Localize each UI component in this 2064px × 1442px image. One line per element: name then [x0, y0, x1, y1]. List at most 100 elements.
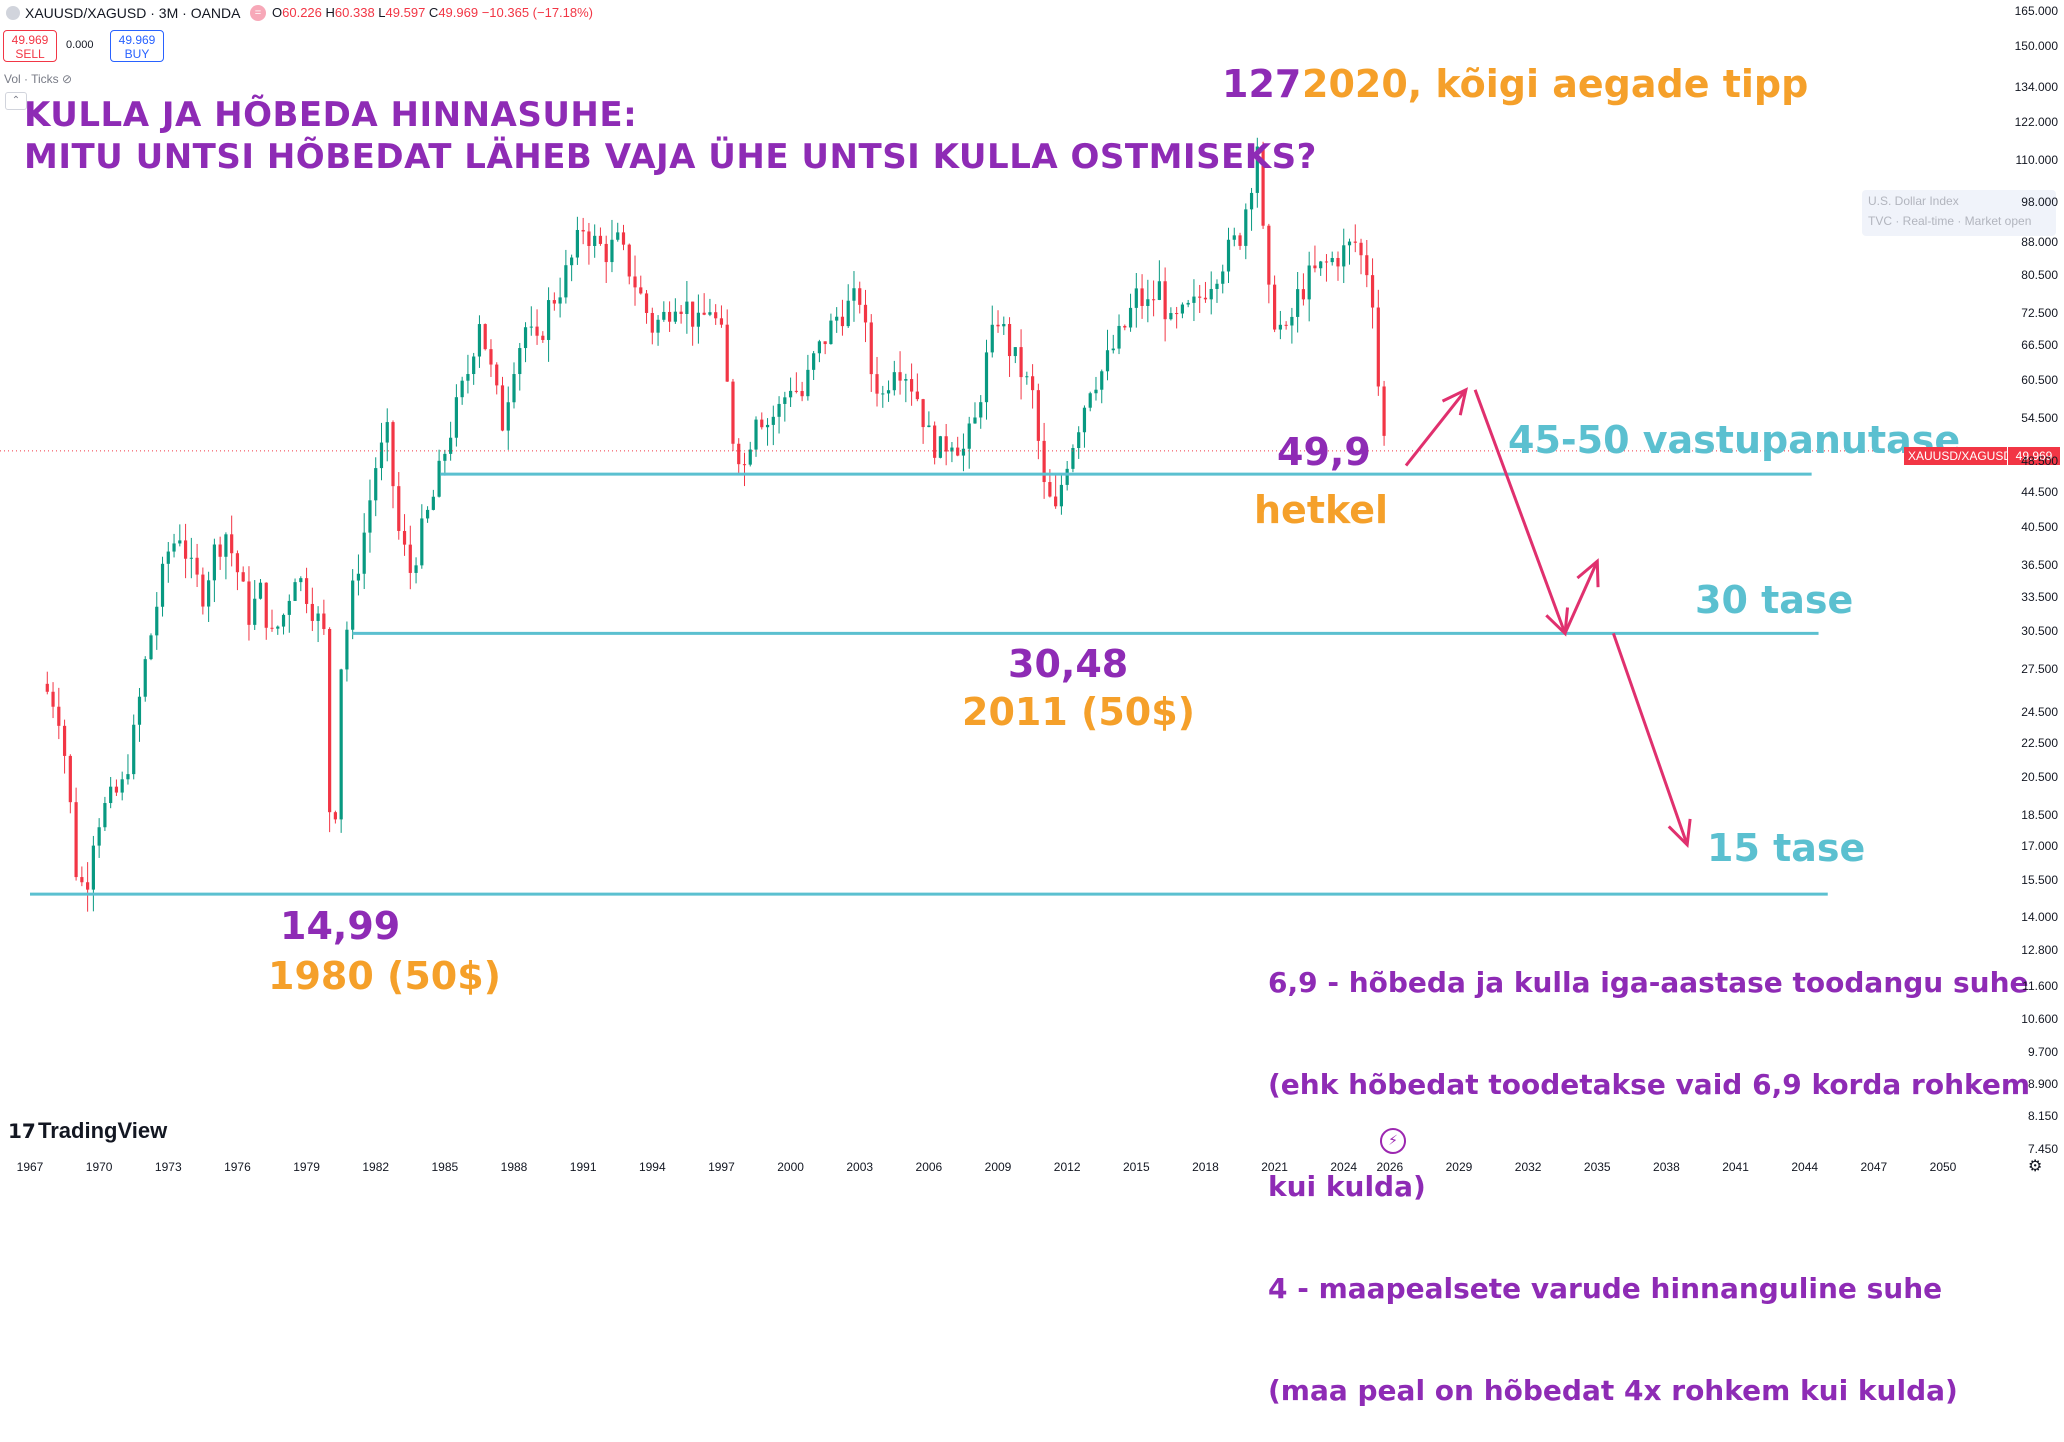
candle-body [639, 287, 643, 294]
candle-body [1244, 209, 1248, 246]
candle-body [143, 659, 147, 697]
forecast-arrow [1611, 632, 1689, 846]
candle-body [869, 322, 873, 375]
candle-body [253, 598, 257, 625]
y-tick-label: 60.500 [2021, 372, 2058, 387]
buy-button[interactable]: 49.969 BUY [110, 30, 164, 62]
x-tick-label: 2000 [777, 1160, 804, 1174]
candle-body [656, 319, 660, 333]
volume-indicator-label[interactable]: Vol · Ticks ⊘ [4, 72, 73, 86]
candle-body [644, 293, 649, 313]
candle-body [1365, 255, 1369, 276]
candle-body [460, 380, 464, 398]
y-tick-label: 20.500 [2021, 770, 2058, 785]
spread-value: 0.000 [66, 39, 94, 51]
candle-body [86, 882, 90, 890]
candle-body [1117, 325, 1121, 349]
peak-value-label: 127 [1222, 62, 1302, 106]
candle-body [765, 424, 770, 428]
dollar-index-overlay[interactable]: U.S. Dollar Index TVC · Real-time · Mark… [1862, 190, 2056, 236]
symbol-title[interactable]: XAUUSD/XAGUSD · 3M · OANDA [25, 5, 241, 21]
candle-body [414, 565, 418, 573]
candle-body [1267, 225, 1271, 285]
y-tick-label: 15.500 [2021, 872, 2058, 887]
candle-body [754, 419, 758, 450]
dxy-source: TVC · Real-time · Market open [1868, 214, 2032, 228]
candle-body [443, 453, 447, 461]
candle-body [241, 572, 245, 582]
x-tick-label: 2029 [1445, 1160, 1473, 1174]
candle-body [840, 316, 845, 327]
candle-body [1336, 257, 1340, 267]
candle-body [62, 725, 67, 756]
candle-body [996, 324, 1000, 327]
candle-body [679, 311, 683, 314]
candle-body [990, 324, 994, 353]
y-tick-label: 33.500 [2021, 589, 2058, 604]
candle-body [408, 544, 412, 573]
y-tick-label: 122.000 [2014, 114, 2058, 129]
candle-body [1157, 281, 1161, 300]
candle-body [956, 447, 960, 456]
collapse-chevron-icon[interactable]: ⌃ [5, 92, 27, 110]
candle-body [1301, 289, 1306, 300]
candle-body [788, 390, 793, 398]
y-tick-label: 110.000 [2015, 152, 2059, 167]
x-tick-label: 2044 [1791, 1160, 1819, 1174]
candle-body [333, 812, 337, 820]
low-1980-label: 1980 (50$) [268, 954, 502, 998]
candle-body [1146, 299, 1150, 306]
y-tick-label: 11.600 [2022, 979, 2058, 994]
candle-body [80, 877, 84, 883]
candle-body [529, 326, 533, 328]
x-tick-label: 1988 [500, 1160, 528, 1174]
candle-body [466, 374, 470, 381]
candle-body [984, 352, 989, 403]
candle-body [794, 390, 798, 392]
low-2011-value: 30,48 [1008, 642, 1129, 686]
candle-body [1077, 432, 1081, 449]
candle-body [304, 578, 309, 604]
candle-body [328, 628, 332, 813]
y-tick-label: 44.500 [2021, 485, 2058, 500]
candle-body [137, 696, 142, 725]
current-value-label: 49,9 [1277, 430, 1371, 474]
candle-body [650, 312, 654, 333]
candle-body [1342, 245, 1346, 267]
candle-body [587, 231, 591, 246]
candle-body [183, 540, 188, 559]
ohlc-readout: O60.226 H60.338 L49.597 C49.969 −10.365 … [272, 5, 594, 20]
x-tick-label: 2012 [1053, 1160, 1081, 1174]
y-tick-label: 12.800 [2021, 943, 2058, 958]
candle-body [898, 372, 902, 381]
market-status-icon: = [250, 5, 266, 21]
candle-body [345, 629, 349, 670]
candle-body [1209, 288, 1213, 300]
note-line: (ehk hõbedat toodetakse vaid 6,9 korda r… [1268, 1068, 2031, 1101]
candle-body [1296, 289, 1300, 317]
gear-icon[interactable]: ⚙ [2028, 1156, 2043, 1175]
candle-body [696, 312, 700, 327]
candle-body [1347, 241, 1352, 246]
x-tick-label: 1973 [154, 1160, 182, 1174]
candle-body [178, 540, 182, 544]
candle-body [944, 436, 948, 452]
x-tick-label: 2038 [1653, 1160, 1680, 1174]
candle-body [518, 348, 522, 375]
candle-body [835, 316, 839, 321]
candle-body [431, 496, 435, 510]
lightning-icon[interactable]: ⚡ [1380, 1128, 1406, 1154]
forecast-arrowhead [1667, 818, 1692, 849]
y-tick-label: 150.000 [2014, 39, 2058, 53]
candle-body [1203, 297, 1208, 300]
y-tick-label: 14.000 [2021, 910, 2058, 925]
x-tick-label: 2021 [1261, 1160, 1288, 1174]
eye-off-icon[interactable]: ⊘ [62, 72, 73, 86]
price-chart[interactable] [0, 0, 2064, 1178]
tradingview-logo[interactable]: 𝟭𝟳TradingView [8, 1118, 168, 1143]
candle-body [950, 447, 954, 452]
candle-body [218, 544, 222, 557]
sell-button[interactable]: 49.969 SELL [3, 30, 57, 62]
candle-body [299, 578, 303, 583]
candle-body [858, 288, 862, 305]
